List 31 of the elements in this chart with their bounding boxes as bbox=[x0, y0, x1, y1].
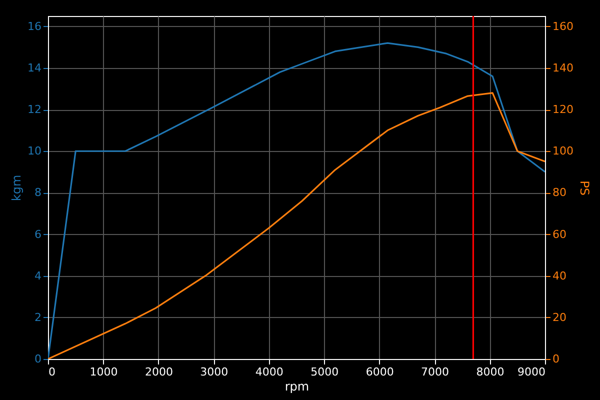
y2-tick-label: 80 bbox=[552, 186, 566, 200]
y2-axis-title: PS bbox=[577, 180, 592, 196]
y-tick-label: 2 bbox=[34, 310, 42, 324]
y-tick-label: 14 bbox=[28, 61, 42, 74]
y2-tick-label: 100 bbox=[552, 144, 574, 158]
x-tick-label: 3000 bbox=[200, 366, 228, 378]
y-tick-label: 12 bbox=[28, 103, 42, 116]
y-axis-title: kgm bbox=[10, 174, 24, 202]
y2-tick-label: 120 bbox=[552, 103, 574, 116]
y2-tick-label: 40 bbox=[552, 269, 566, 282]
x-tick-label: 6000 bbox=[366, 366, 394, 378]
x-tick-label: 7000 bbox=[421, 366, 450, 378]
y2-tick-label: 160 bbox=[552, 20, 574, 33]
x-tick-label: 1000 bbox=[90, 366, 118, 378]
y2-tick-label: 140 bbox=[552, 61, 574, 74]
x-tick-label: 4000 bbox=[255, 366, 284, 378]
x-tick-label: 8000 bbox=[476, 366, 504, 378]
x-tick-label: 2000 bbox=[144, 366, 173, 378]
x-tick-label: 0 bbox=[48, 366, 56, 378]
y-tick-label: 4 bbox=[34, 269, 42, 282]
x-tick-label: 5000 bbox=[310, 366, 339, 378]
y2-tick-label: 60 bbox=[552, 228, 566, 241]
x-tick-label: 9000 bbox=[518, 366, 546, 378]
x-axis-title: rpm bbox=[284, 380, 310, 394]
y2-tick-label: 20 bbox=[552, 310, 566, 324]
y2-tick-label: 0 bbox=[552, 352, 560, 366]
y-tick-label: 6 bbox=[34, 228, 42, 241]
y-tick-label: 8 bbox=[34, 186, 42, 200]
y-tick-label: 10 bbox=[28, 144, 42, 158]
y-tick-label: 16 bbox=[28, 20, 42, 33]
y-tick-label: 0 bbox=[34, 352, 42, 366]
